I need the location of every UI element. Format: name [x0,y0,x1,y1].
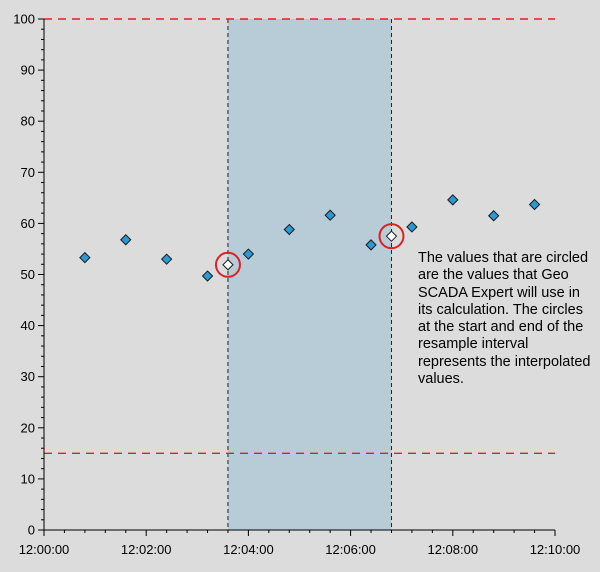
data-point [201,270,214,282]
y-tick-label: 80 [21,114,35,129]
x-tick-label: 12:08:00 [427,542,478,557]
resample-interval-band [227,19,392,530]
data-point [406,221,418,233]
data-point [160,253,173,265]
data-point [365,239,377,251]
interpolated-point [222,259,234,271]
x-tick-label: 12:02:00 [121,542,172,557]
data-point [324,209,336,221]
y-tick-label: 20 [21,420,35,435]
data-point [283,223,295,236]
x-tick-label: 12:04:00 [223,542,274,557]
highlight-circle [378,223,405,250]
data-point [79,251,91,264]
y-tick-label: 50 [21,267,35,282]
y-tick-label: 90 [21,63,35,78]
y-tick-label: 30 [21,369,35,384]
x-tick-label: 12:00:00 [19,542,70,557]
data-point [487,210,500,222]
y-tick-label: 10 [21,471,35,486]
highlight-circle [214,251,241,278]
data-point [447,194,459,206]
x-tick-label: 12:06:00 [325,542,376,557]
y-tick-label: 40 [21,318,35,333]
y-tick-label: 70 [21,165,35,180]
interpolated-point [385,230,398,242]
y-tick-label: 0 [28,523,35,538]
data-point [120,234,132,246]
y-tick-label: 60 [21,216,35,231]
y-tick-label: 100 [13,12,35,27]
annotation-text: The values that are circled are the valu… [418,250,591,388]
data-point [242,248,255,260]
data-point [528,198,541,211]
x-tick-label: 12:10:00 [530,542,581,557]
